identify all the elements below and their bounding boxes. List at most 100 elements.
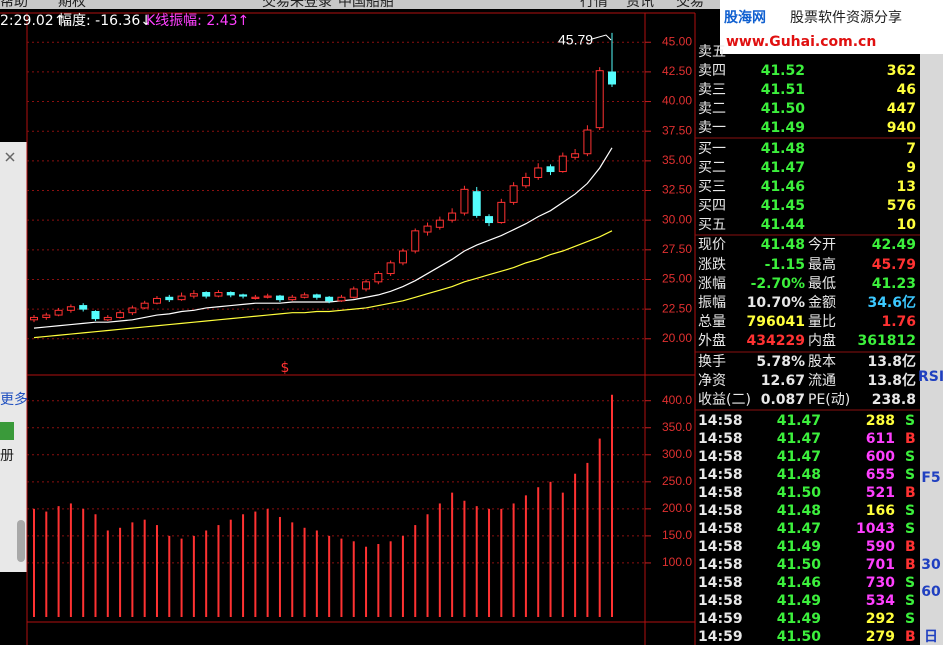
book-label: 买四 <box>698 198 726 214</box>
quote-label: 今开 <box>808 237 836 253</box>
candle-body <box>189 293 198 297</box>
quote-value: 796041 <box>747 314 805 330</box>
volume-bar <box>426 514 429 617</box>
quote-label: 股本 <box>808 354 836 370</box>
candle-body <box>571 153 580 158</box>
toolbar-button[interactable]: F5 <box>921 470 940 486</box>
book-label: 卖四 <box>698 63 726 79</box>
quote-value: 434229 <box>747 333 805 349</box>
book-price: 41.51 <box>761 82 805 98</box>
quote-value: 361812 <box>858 333 916 349</box>
candle-body <box>608 71 616 85</box>
scrollbar[interactable] <box>17 520 25 562</box>
candle-body <box>435 219 444 228</box>
quote-label: 涨跌 <box>698 257 726 273</box>
quote-label: 收益(二) <box>698 392 751 408</box>
quote-label: 金额 <box>808 295 836 311</box>
book-volume: 9 <box>906 160 916 176</box>
quote-value: 1.76 <box>881 314 916 330</box>
book-label: 买三 <box>698 179 726 195</box>
tick-volume: 1043 <box>856 521 895 537</box>
volume-bar <box>598 438 601 617</box>
candle-body <box>54 309 63 316</box>
quote-value: 12.67 <box>761 373 805 389</box>
menu-item[interactable]: 交易未登录 <box>262 0 332 10</box>
quote-value: -2.70% <box>751 276 805 292</box>
volume-bar <box>57 506 60 617</box>
tick-side: S <box>905 503 915 519</box>
tick-price: 41.50 <box>777 557 822 573</box>
candle-body <box>472 191 481 216</box>
tick-volume: 292 <box>866 611 895 627</box>
candle-body <box>497 201 506 224</box>
book-label: 卖一 <box>698 120 726 136</box>
candle-body <box>349 288 358 298</box>
tick-side: S <box>905 521 915 537</box>
volume-bar <box>500 508 503 617</box>
volume-bar <box>414 525 417 617</box>
toolbar-button[interactable]: RSI <box>918 369 943 385</box>
tick-time: 14:58 <box>698 485 743 501</box>
quote-label: 净资 <box>698 373 726 389</box>
quote-label: 涨幅 <box>698 276 726 292</box>
volume-bar <box>119 527 122 617</box>
quote-label: 最低 <box>808 276 836 292</box>
side-panel[interactable] <box>0 142 27 572</box>
candle-body <box>214 292 223 297</box>
close-icon[interactable] <box>5 152 15 162</box>
volume-bar <box>352 541 355 617</box>
volume-bar <box>475 506 478 617</box>
book-price: 41.47 <box>761 160 805 176</box>
candle-body <box>362 281 371 290</box>
tick-side: B <box>905 629 916 645</box>
tick-time: 14:58 <box>698 503 743 519</box>
menu-item[interactable]: 行情 <box>580 0 608 10</box>
sidebar-link[interactable]: 册 <box>0 448 14 464</box>
menu-item[interactable]: 中国船舶 <box>338 0 394 10</box>
volume-bar <box>143 519 146 617</box>
quote-label: 换手 <box>698 353 726 370</box>
y-tick-label: 300.0 <box>662 447 692 461</box>
volume-bar <box>537 487 540 617</box>
candle-body <box>251 296 260 299</box>
quote-label: 现价 <box>698 237 726 253</box>
book-price: 41.48 <box>761 141 805 157</box>
toolbar-button[interactable]: 日 <box>924 629 938 645</box>
menu-item[interactable]: 资讯 <box>626 0 654 10</box>
candle-body <box>263 295 272 298</box>
quote-value: -1.15 <box>765 257 805 273</box>
tick-price: 41.49 <box>777 593 821 609</box>
volume-bar <box>463 500 466 617</box>
book-label: 卖三 <box>698 82 726 98</box>
menu-item[interactable]: 期权 <box>58 0 86 10</box>
toolbar-button[interactable]: 30 <box>921 557 941 573</box>
tick-volume: 288 <box>866 413 895 429</box>
book-price: 41.46 <box>761 179 805 195</box>
volume-bar <box>192 535 195 617</box>
book-volume: 7 <box>906 141 916 157</box>
tick-volume: 521 <box>866 485 895 501</box>
volume-bar <box>254 511 257 617</box>
tick-volume: 701 <box>866 557 895 573</box>
volume-bar <box>155 525 158 617</box>
menu-item[interactable]: 交易 <box>676 0 704 10</box>
tick-price: 41.49 <box>777 539 821 555</box>
quote-value: 5.78% <box>756 354 805 370</box>
app-icon[interactable] <box>0 422 14 440</box>
tick-time: 14:58 <box>698 431 743 447</box>
y-tick-label: 32.50 <box>662 183 692 197</box>
candle-body <box>386 262 395 275</box>
volume-bar <box>488 508 491 617</box>
volume-bar <box>586 462 589 617</box>
tick-price: 41.47 <box>777 431 821 447</box>
toolbar-button[interactable]: 60 <box>921 584 941 600</box>
quote-value: 13.8亿 <box>867 372 916 389</box>
tick-time: 14:58 <box>698 521 743 537</box>
menu-item[interactable]: 帮助 <box>0 0 28 10</box>
tick-volume: 655 <box>866 467 895 483</box>
book-price: 41.45 <box>761 198 805 214</box>
volume-bar <box>328 535 331 617</box>
quote-label: 内盘 <box>808 332 836 349</box>
sidebar-link[interactable]: 更多 <box>0 391 28 408</box>
quote-label: 总量 <box>698 314 726 330</box>
